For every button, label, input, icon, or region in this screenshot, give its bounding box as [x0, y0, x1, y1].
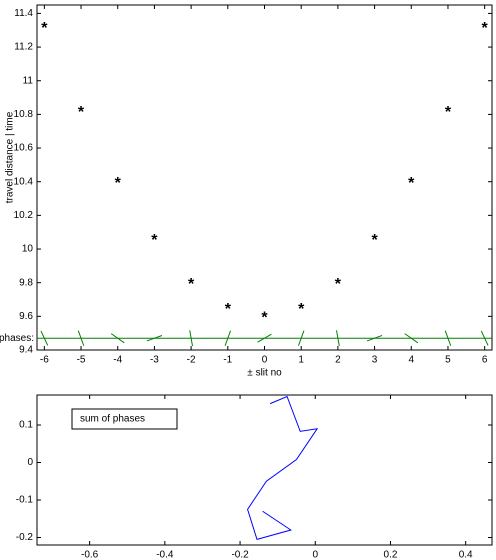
star-marker: *	[298, 301, 305, 318]
y-tick-label: 9.8	[19, 277, 33, 288]
x-tick-label: 3	[372, 355, 378, 366]
star-marker: *	[371, 232, 378, 249]
phase-stick	[40, 330, 49, 346]
y-tick-label: 10.6	[14, 143, 34, 154]
star-marker: *	[78, 104, 85, 121]
x-tick-label: 0	[312, 550, 318, 560]
x-tick-label: -4	[113, 355, 122, 366]
star-marker: *	[445, 104, 452, 121]
x-tick-label: 0	[262, 355, 268, 366]
phase-stick	[146, 335, 163, 342]
x-axis-label: ± slit no	[247, 368, 282, 379]
y-tick-label: 10.8	[14, 109, 34, 120]
y-tick-label: -0.1	[16, 495, 34, 506]
x-tick-label: -1	[223, 355, 232, 366]
phase-stick	[257, 333, 272, 343]
axes-box	[36, 4, 493, 351]
star-marker: *	[41, 20, 48, 37]
y-tick-label: 11	[23, 75, 34, 86]
x-tick-label: 2	[335, 355, 341, 366]
phase-label: phases:	[0, 333, 34, 344]
y-tick-label: 10	[22, 244, 34, 255]
y-tick-label: 9.6	[19, 311, 33, 322]
phase-stick	[336, 330, 340, 347]
star-marker: *	[115, 175, 122, 192]
legend-box	[71, 408, 178, 430]
y-tick-label: 0	[27, 457, 33, 468]
legend-label: sum of phases	[80, 414, 145, 425]
star-marker: *	[261, 310, 268, 327]
star-marker: *	[225, 301, 232, 318]
y-axis-label: travel distance | time	[5, 111, 16, 203]
star-marker: *	[151, 232, 158, 249]
phase-stick	[366, 335, 383, 342]
star-marker: *	[335, 276, 342, 293]
phase-stick	[77, 330, 85, 346]
x-tick-label: 1	[298, 355, 304, 366]
x-tick-label: 5	[445, 355, 451, 366]
x-tick-label: -6	[40, 355, 49, 366]
phase-stick	[224, 330, 232, 346]
x-tick-label: 6	[482, 355, 488, 366]
y-tick-label: 0.1	[19, 420, 33, 431]
phase-stick	[189, 330, 193, 347]
star-marker: *	[482, 20, 489, 37]
phase-stick	[110, 333, 125, 344]
star-marker: *	[408, 175, 415, 192]
x-tick-label: -3	[150, 355, 159, 366]
x-tick-label: -2	[187, 355, 196, 366]
x-tick-label: -0.6	[81, 550, 99, 560]
y-tick-label: 10.2	[14, 210, 34, 221]
x-tick-label: -5	[77, 355, 86, 366]
x-tick-label: 4	[408, 355, 414, 366]
phase-stick	[480, 330, 489, 346]
y-tick-label: -0.2	[16, 532, 34, 543]
phase-stick	[404, 333, 419, 344]
y-tick-label: 9.4	[19, 345, 33, 356]
y-tick-label: 11.2	[14, 42, 33, 53]
x-tick-label: -0.4	[156, 550, 174, 560]
star-marker: *	[188, 276, 195, 293]
x-tick-label: 0.2	[384, 550, 398, 560]
y-tick-label: 11.4	[14, 8, 33, 19]
y-tick-label: 10.4	[14, 176, 34, 187]
x-tick-label: -0.2	[231, 550, 249, 560]
sum-line	[247, 395, 319, 540]
axes-box	[36, 394, 493, 546]
x-tick-label: 0.4	[459, 550, 473, 560]
phase-stick	[444, 330, 452, 346]
phase-stick	[297, 330, 305, 346]
